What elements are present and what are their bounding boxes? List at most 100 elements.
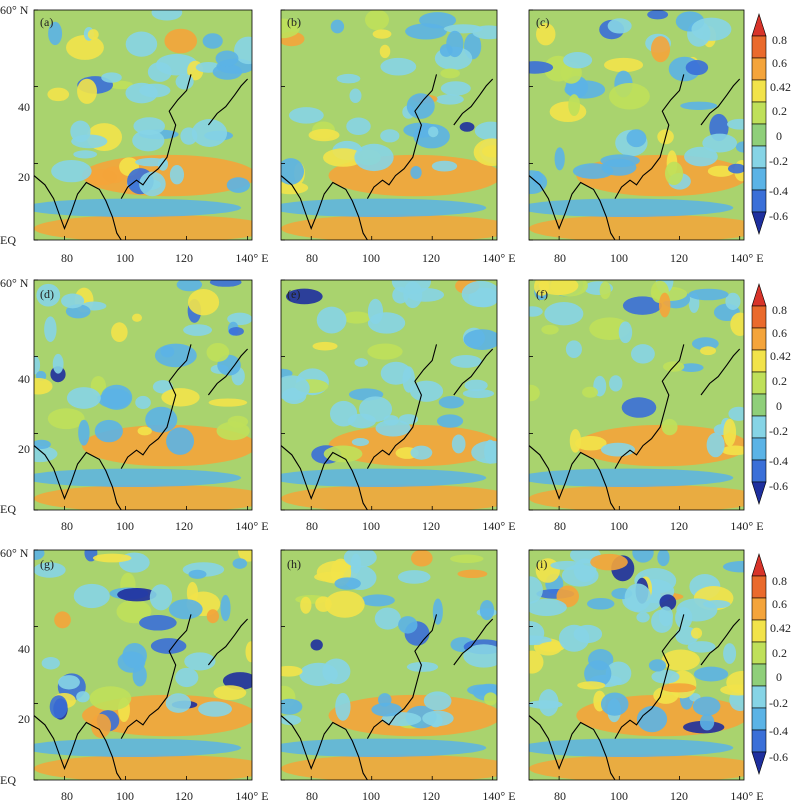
colorbar-segment: [751, 305, 767, 329]
lon-label-100-r3c1: 100: [116, 789, 134, 803]
contour-blob: [398, 616, 418, 634]
map-panel-a: [33, 9, 253, 241]
lon-label-100-c1: 100: [116, 251, 134, 265]
lon-label-80-r2c1: 80: [61, 519, 73, 533]
lat-label-eq-row1: EQ: [0, 233, 16, 247]
contour-blob: [169, 165, 185, 185]
contour-blob: [234, 36, 252, 65]
contour-blob: [544, 302, 584, 326]
contour-blob: [281, 665, 303, 677]
contour-blob: [285, 288, 323, 305]
lon-label-120-r3c2: 120: [422, 789, 440, 803]
contour-blob: [76, 691, 90, 703]
contour-blob: [675, 606, 693, 629]
contour-blob: [422, 710, 454, 727]
contour-blob: [213, 685, 247, 701]
contour-blob: [427, 126, 439, 138]
panel-label-h: (h): [287, 557, 301, 571]
colorbar-segment: [751, 283, 767, 307]
panel-frame: [528, 9, 745, 241]
panel-label-g: (g): [40, 557, 54, 571]
warm-band: [328, 424, 497, 467]
colorbar-segment: [751, 101, 767, 125]
contour-blob: [145, 406, 178, 433]
panel-frame: [528, 279, 745, 511]
contour-blob: [116, 599, 152, 624]
cool-band: [281, 198, 487, 217]
contour-blob: [726, 670, 744, 694]
coastline: [529, 175, 616, 240]
contour-blob: [323, 148, 364, 167]
colorbar-segment: [751, 459, 767, 483]
contour-blob: [34, 550, 45, 560]
contour-blob: [354, 358, 368, 367]
contour-blob: [375, 419, 411, 437]
lon-label-120-r3c3: 120: [670, 789, 688, 803]
coastline: [700, 618, 741, 666]
cbar3-tick-0.2: 0.2: [772, 646, 787, 660]
lon-label-80-r3c2: 80: [306, 789, 318, 803]
contour-blob: [226, 177, 250, 193]
contour-blob: [51, 159, 92, 183]
cbar2-tick-0.6: 0.6: [772, 326, 787, 340]
contour-blob: [600, 692, 629, 716]
lat-label-40-row3: 40: [18, 642, 30, 656]
contour-blob: [44, 316, 57, 343]
lon-label-120-c2: 120: [422, 251, 440, 265]
contour-blob: [48, 21, 63, 46]
panel-label-d: (d): [40, 287, 54, 301]
contour-blob: [288, 107, 324, 124]
contour-blob: [137, 426, 152, 436]
contour-blob: [92, 553, 132, 563]
contour-blob: [450, 554, 484, 564]
contour-blob: [180, 127, 198, 145]
contour-blob: [636, 612, 650, 623]
colorbar-segment: [751, 641, 767, 665]
contour-blob: [161, 388, 200, 407]
contour-blob: [536, 23, 556, 46]
lon-label-140e-r3c3: 140° E: [730, 789, 764, 803]
contour-blob: [722, 561, 744, 573]
warm-band-south: [529, 754, 744, 780]
contour-blob: [152, 380, 173, 394]
colorbar-segment: [751, 553, 767, 577]
contour-blob: [461, 280, 497, 308]
coastline: [366, 74, 438, 199]
warm-band-south: [529, 214, 744, 240]
contour-blob: [590, 553, 628, 571]
contour-blob: [149, 584, 173, 611]
contour-blob: [636, 706, 668, 733]
contour-blob: [406, 288, 445, 302]
cbar1-tick-0.6: 0.6: [772, 56, 787, 70]
contour-blob: [209, 280, 242, 287]
map-panel-c: [528, 9, 745, 241]
contour-blob: [550, 560, 585, 570]
colorbar-segment: [751, 189, 767, 213]
contour-blob: [77, 78, 97, 104]
contour-blob: [440, 81, 471, 96]
contour-blob: [91, 713, 112, 738]
contour-blob: [661, 418, 678, 436]
contour-blob: [474, 121, 497, 141]
contour-blob: [245, 641, 252, 663]
contour-blob: [380, 129, 400, 143]
contour-blob: [300, 596, 312, 614]
cool-band: [529, 198, 734, 217]
contour-blob: [622, 296, 662, 315]
colorbar-segment: [751, 327, 767, 351]
contour-blob: [87, 29, 99, 40]
cool-band: [281, 738, 487, 757]
colorbar-segment: [751, 145, 767, 169]
contour-blob: [549, 101, 587, 123]
colorbar-segment: [751, 211, 767, 235]
panel-frame: [280, 9, 498, 241]
lon-label-140e-c3: 140° E: [730, 251, 764, 265]
warm-band-south: [281, 214, 497, 240]
lon-label-120-r2c2: 120: [422, 519, 440, 533]
contour-blob: [650, 36, 671, 63]
contour-blob: [692, 696, 721, 716]
lon-label-80-c2: 80: [306, 251, 318, 265]
coastline: [453, 348, 494, 396]
colorbar-segment: [751, 393, 767, 417]
contour-blob: [700, 346, 717, 356]
